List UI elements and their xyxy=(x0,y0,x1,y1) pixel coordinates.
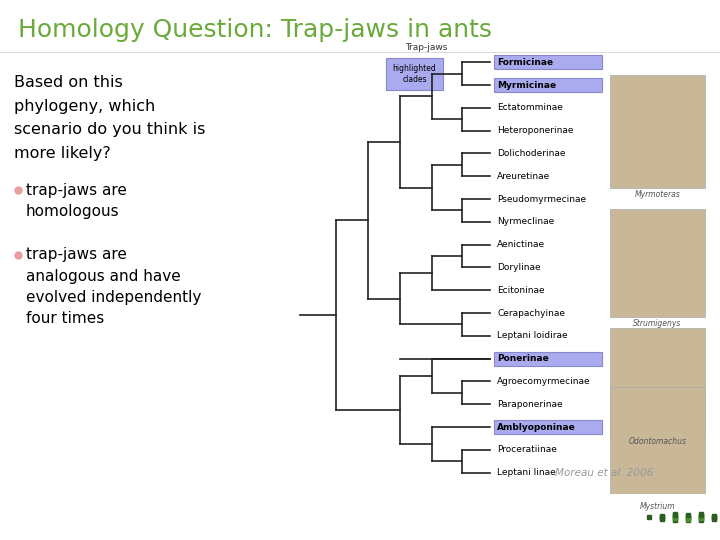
FancyBboxPatch shape xyxy=(494,78,602,92)
Text: Myrmicinae: Myrmicinae xyxy=(497,80,556,90)
Text: Pseudomyrmecinae: Pseudomyrmecinae xyxy=(497,194,586,204)
Text: Moreau et al. 2006: Moreau et al. 2006 xyxy=(555,468,653,478)
FancyBboxPatch shape xyxy=(494,55,602,69)
Text: phylogeny, which: phylogeny, which xyxy=(14,99,156,114)
Text: Mystrium: Mystrium xyxy=(639,502,675,511)
Text: Nyrmeclinae: Nyrmeclinae xyxy=(497,218,554,226)
Text: homologous: homologous xyxy=(26,204,120,219)
Text: Ponerinae: Ponerinae xyxy=(497,354,549,363)
Bar xyxy=(610,387,705,500)
Text: Agroecomyrmecinae: Agroecomyrmecinae xyxy=(497,377,590,386)
Bar xyxy=(610,75,705,188)
Text: Odontomachus: Odontomachus xyxy=(629,437,686,446)
Text: Cerapachyinae: Cerapachyinae xyxy=(497,308,565,318)
Text: Strumigenys: Strumigenys xyxy=(634,319,682,328)
Text: Homology Question: Trap-jaws in ants: Homology Question: Trap-jaws in ants xyxy=(18,18,492,42)
Text: EMBL-EBI: EMBL-EBI xyxy=(547,508,642,526)
Text: trap-jaws are: trap-jaws are xyxy=(26,247,127,262)
Text: trap-jaws are: trap-jaws are xyxy=(26,183,127,198)
Text: more likely?: more likely? xyxy=(14,146,111,161)
Text: Ectatomminae: Ectatomminae xyxy=(497,103,563,112)
Text: Areuretinae: Areuretinae xyxy=(497,172,550,181)
Text: Formicinae: Formicinae xyxy=(497,58,553,67)
Text: Trap-jaws: Trap-jaws xyxy=(405,43,447,51)
Bar xyxy=(610,328,705,435)
FancyBboxPatch shape xyxy=(494,420,602,434)
Text: Amblyoponinae: Amblyoponinae xyxy=(497,422,576,431)
Text: Leptani linae: Leptani linae xyxy=(497,468,556,477)
Bar xyxy=(610,210,705,317)
Text: evolved independently: evolved independently xyxy=(26,290,202,305)
Text: Paraponerinae: Paraponerinae xyxy=(497,400,562,409)
FancyBboxPatch shape xyxy=(494,352,602,366)
FancyBboxPatch shape xyxy=(386,58,443,90)
Text: Proceratiinae: Proceratiinae xyxy=(497,446,557,454)
Text: Myrmoteras: Myrmoteras xyxy=(634,190,680,199)
Text: Aenictinae: Aenictinae xyxy=(497,240,545,249)
Text: Leptani loidirae: Leptani loidirae xyxy=(497,332,567,340)
Text: Ecitoninae: Ecitoninae xyxy=(497,286,544,295)
Text: highlighted
clades: highlighted clades xyxy=(392,64,436,84)
Text: four times: four times xyxy=(26,312,104,327)
Text: analogous and have: analogous and have xyxy=(26,268,181,284)
Text: Dolichoderinae: Dolichoderinae xyxy=(497,149,565,158)
Text: Based on this: Based on this xyxy=(14,75,122,90)
Text: Dorylinae: Dorylinae xyxy=(497,263,541,272)
Text: Heteroponerinae: Heteroponerinae xyxy=(497,126,574,135)
Text: scenario do you think is: scenario do you think is xyxy=(14,123,205,138)
